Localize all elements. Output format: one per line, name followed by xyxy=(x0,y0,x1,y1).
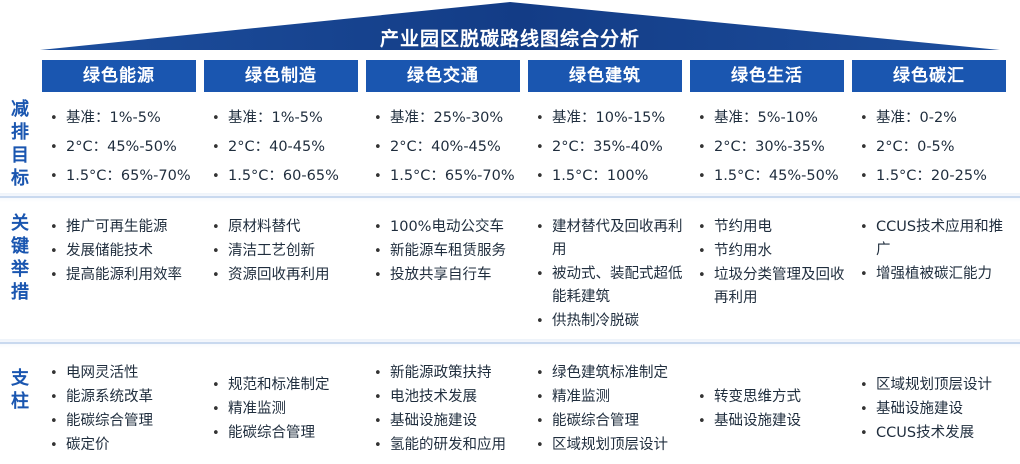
pillars-cell: 新能源政策扶持电池技术发展基础设施建设氢能的研发和应用 xyxy=(372,362,532,458)
row-label-pillars: 支柱 xyxy=(11,368,29,412)
targets-cell: 基准：1%-5%2°C：45%-50%1.5°C：65%-70% xyxy=(48,104,206,191)
column-header: 绿色制造 xyxy=(204,60,358,92)
bullet-item: 2°C：35%-40% xyxy=(534,133,692,162)
bullet-item: 新能源车租赁服务 xyxy=(372,240,522,263)
bullet-item: 2°C：40%-45% xyxy=(372,133,530,162)
bullet-item: 2°C：30%-35% xyxy=(696,133,854,162)
bullet-item: 区域规划顶层设计 xyxy=(858,374,1018,397)
measures-cell: 原材料替代清洁工艺创新资源回收再利用 xyxy=(210,216,360,288)
page-title: 产业园区脱碳路线图综合分析 xyxy=(379,28,640,50)
bullet-item: 资源回收再利用 xyxy=(210,264,360,287)
bullet-item: 精准监测 xyxy=(210,398,370,421)
bullet-item: 能碳综合管理 xyxy=(48,410,208,433)
row-divider xyxy=(0,196,1020,198)
bullet-item: 发展储能技术 xyxy=(48,240,198,263)
bullet-item: 2°C：45%-50% xyxy=(48,133,206,162)
measures-cell: 建材替代及回收再利用被动式、装配式超低能耗建筑供热制冷脱碳 xyxy=(534,216,684,334)
targets-cell: 基准：10%-15%2°C：35%-40%1.5°C：100% xyxy=(534,104,692,191)
bullet-item: CCUS技术应用和推广 xyxy=(858,216,1008,262)
bullet-item: 碳定价 xyxy=(48,434,208,457)
bullet-item: 基准：1%-5% xyxy=(48,104,206,133)
row-label-targets: 减排目标 xyxy=(11,99,29,189)
column-header: 绿色建筑 xyxy=(528,60,682,92)
bullet-item: 基准：5%-10% xyxy=(696,104,854,133)
bullet-item: 清洁工艺创新 xyxy=(210,240,360,263)
bullet-item: 1.5°C：65%-70% xyxy=(48,162,206,191)
column-headers: 绿色能源 绿色制造 绿色交通 绿色建筑 绿色生活 绿色碳汇 xyxy=(42,60,1012,92)
column-header: 绿色碳汇 xyxy=(852,60,1006,92)
bullet-item: 投放共享自行车 xyxy=(372,264,522,287)
bullet-item: 电网灵活性 xyxy=(48,362,208,385)
targets-cell: 基准：0-2%2°C：0-5%1.5°C：20-25% xyxy=(858,104,1016,191)
bullet-item: 垃圾分类管理及回收再利用 xyxy=(696,264,846,310)
bullet-item: 能源系统改革 xyxy=(48,386,208,409)
bullet-item: 绿色建筑标准制定 xyxy=(534,362,694,385)
row-divider xyxy=(0,342,1020,344)
bullet-item: 基准：1%-5% xyxy=(210,104,368,133)
bullet-item: 1.5°C：60-65% xyxy=(210,162,368,191)
bullet-item: 基础设施建设 xyxy=(372,410,532,433)
bullet-item: 新能源政策扶持 xyxy=(372,362,532,385)
bullet-item: 基础设施建设 xyxy=(696,410,856,433)
row-label-measures: 关键举措 xyxy=(11,213,29,303)
bullet-item: 建材替代及回收再利用 xyxy=(534,216,684,262)
bullet-item: 基础设施建设 xyxy=(858,398,1018,421)
targets-cell: 基准：1%-5%2°C：40-45%1.5°C：60-65% xyxy=(210,104,368,191)
pillars-cell: 电网灵活性能源系统改革能碳综合管理碳定价 xyxy=(48,362,208,458)
bullet-item: 1.5°C：100% xyxy=(534,162,692,191)
targets-cell: 基准：5%-10%2°C：30%-35%1.5°C：45%-50% xyxy=(696,104,854,191)
bullet-item: 2°C：0-5% xyxy=(858,133,1016,162)
bullet-item: 基准：10%-15% xyxy=(534,104,692,133)
pillars-cell: 转变思维方式基础设施建设 xyxy=(696,386,856,434)
column-header: 绿色能源 xyxy=(42,60,196,92)
bullet-item: 基准：0-2% xyxy=(858,104,1016,133)
bullet-item: 原材料替代 xyxy=(210,216,360,239)
pillars-cell: 绿色建筑标准制定精准监测能碳综合管理区域规划顶层设计 xyxy=(534,362,694,458)
measures-cell: 100%电动公交车新能源车租赁服务投放共享自行车 xyxy=(372,216,522,288)
bullet-item: CCUS技术发展 xyxy=(858,422,1018,445)
bullet-item: 能碳综合管理 xyxy=(210,422,370,445)
bullet-item: 转变思维方式 xyxy=(696,386,856,409)
measures-cell: 节约用电节约用水垃圾分类管理及回收再利用 xyxy=(696,216,846,311)
bullet-item: 增强植被碳汇能力 xyxy=(858,263,1008,286)
measures-cell: 推广可再生能源发展储能技术提高能源利用效率 xyxy=(48,216,198,288)
title-roof-banner xyxy=(40,2,1000,50)
bullet-item: 1.5°C：20-25% xyxy=(858,162,1016,191)
bullet-item: 节约用水 xyxy=(696,240,846,263)
targets-cell: 基准：25%-30%2°C：40%-45%1.5°C：65%-70% xyxy=(372,104,530,191)
bullet-item: 区域规划顶层设计 xyxy=(534,434,694,457)
bullet-item: 提高能源利用效率 xyxy=(48,264,198,287)
bullet-item: 基准：25%-30% xyxy=(372,104,530,133)
column-header: 绿色生活 xyxy=(690,60,844,92)
measures-cell: CCUS技术应用和推广增强植被碳汇能力 xyxy=(858,216,1008,287)
bullet-item: 精准监测 xyxy=(534,386,694,409)
bullet-item: 供热制冷脱碳 xyxy=(534,310,684,333)
bullet-item: 1.5°C：45%-50% xyxy=(696,162,854,191)
bullet-item: 规范和标准制定 xyxy=(210,374,370,397)
bullet-item: 被动式、装配式超低能耗建筑 xyxy=(534,263,684,309)
column-header: 绿色交通 xyxy=(366,60,520,92)
pillars-cell: 规范和标准制定精准监测能碳综合管理 xyxy=(210,374,370,446)
bullet-item: 能碳综合管理 xyxy=(534,410,694,433)
bullet-item: 100%电动公交车 xyxy=(372,216,522,239)
pillars-cell: 区域规划顶层设计基础设施建设CCUS技术发展 xyxy=(858,374,1018,446)
bullet-item: 氢能的研发和应用 xyxy=(372,434,532,457)
bullet-item: 2°C：40-45% xyxy=(210,133,368,162)
bullet-item: 电池技术发展 xyxy=(372,386,532,409)
bullet-item: 推广可再生能源 xyxy=(48,216,198,239)
bullet-item: 节约用电 xyxy=(696,216,846,239)
bullet-item: 1.5°C：65%-70% xyxy=(372,162,530,191)
